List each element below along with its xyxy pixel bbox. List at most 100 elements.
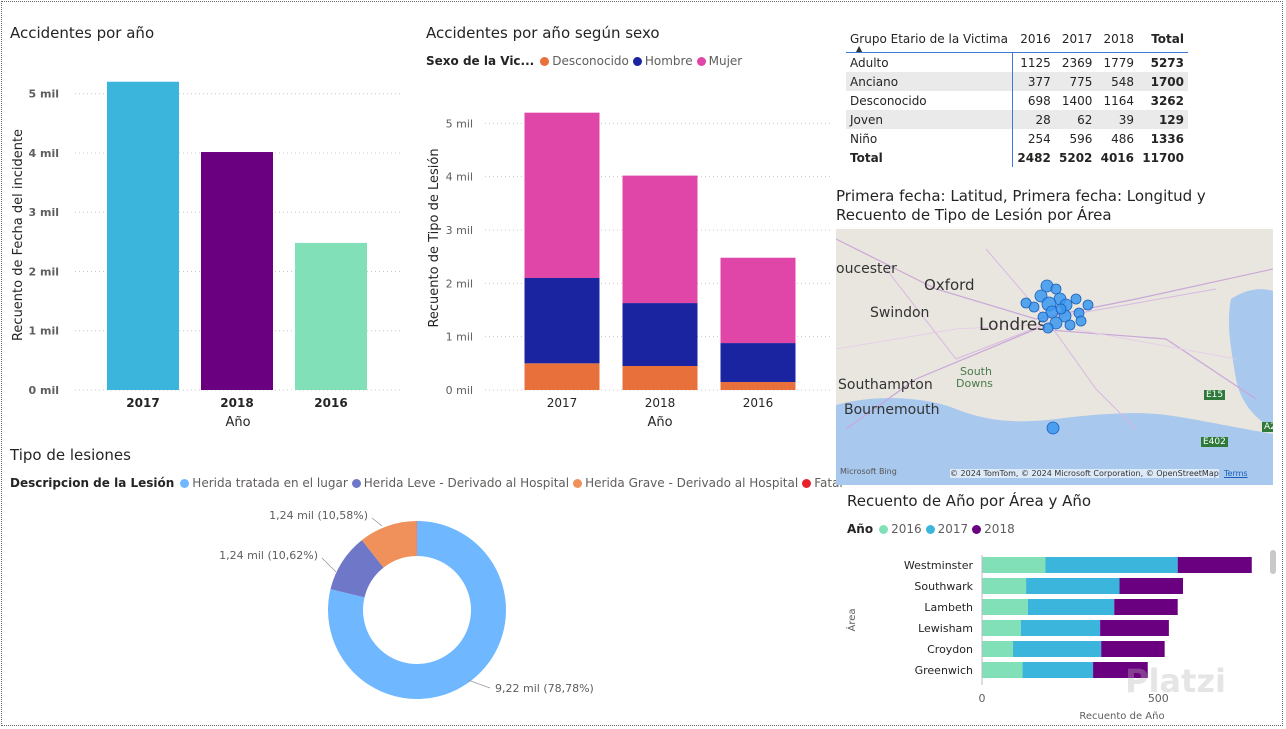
matrix-header-row: Grupo Etario de la Victima 2016 2017 201… bbox=[846, 30, 1188, 53]
x-tick-label: 2018 bbox=[645, 396, 676, 410]
bar-segment[interactable] bbox=[982, 662, 1023, 678]
legend-item-hombre[interactable]: Hombre bbox=[632, 54, 693, 68]
map-place-label: Bournemouth bbox=[844, 402, 940, 418]
leader-line bbox=[371, 517, 383, 527]
matrix-row: Anciano 377 775 548 1700 bbox=[846, 72, 1188, 91]
legend-item-fatal[interactable]: Fatal bbox=[802, 476, 843, 490]
bar-segment[interactable] bbox=[1013, 641, 1102, 657]
legend-item-herida-grave[interactable]: Herida Grave - Derivado al Hospital bbox=[573, 476, 798, 490]
bar-segment[interactable] bbox=[1114, 599, 1178, 615]
matrix-header[interactable]: 2018 bbox=[1096, 30, 1138, 53]
legend-dot-icon bbox=[696, 56, 706, 66]
matrix-cell: 1164 bbox=[1103, 93, 1134, 108]
bar-segment[interactable] bbox=[982, 578, 1027, 594]
hbar-scrollbar[interactable] bbox=[1270, 550, 1276, 574]
bar-segment[interactable] bbox=[720, 382, 796, 390]
legend-item-herida-lugar[interactable]: Herida tratada en el lugar bbox=[180, 476, 348, 490]
bar-segment[interactable] bbox=[1045, 557, 1178, 573]
legend-dot-icon bbox=[351, 478, 361, 488]
bar-segment[interactable] bbox=[982, 641, 1014, 657]
hbar-area-chart[interactable]: Westminster Southwark Lambeth Lewisham Croyd… bbox=[840, 545, 1270, 725]
bar-segment[interactable] bbox=[1026, 578, 1120, 594]
bar-segment[interactable] bbox=[1093, 662, 1148, 678]
bar-segment[interactable] bbox=[622, 175, 698, 304]
donut-slice[interactable] bbox=[361, 521, 417, 568]
map-attribution[interactable]: © 2024 TomTom, © 2024 Microsoft Corporat… bbox=[950, 469, 1219, 478]
y-tick-label: Croydon bbox=[927, 643, 973, 656]
bar-year-chart[interactable]: 0 mil 1 mil 2 mil 3 mil 4 mil 5 mil 2017 2018 20… bbox=[0, 50, 410, 440]
bar-segment[interactable] bbox=[982, 599, 1028, 615]
matrix-row: Adulto 1125 2369 1779 5273 bbox=[846, 52, 1188, 72]
map-bubbles[interactable] bbox=[836, 229, 1273, 485]
bar-segment[interactable] bbox=[982, 557, 1046, 573]
matrix-header[interactable]: Grupo Etario de la Victima bbox=[846, 30, 1013, 53]
matrix-cell: 11700 bbox=[1142, 150, 1184, 165]
legend-label: Desconocido bbox=[552, 54, 629, 68]
bar-segment[interactable] bbox=[524, 278, 600, 364]
y-tick-label: 3 mil bbox=[29, 206, 60, 219]
matrix-header[interactable]: 2017 bbox=[1054, 30, 1097, 53]
donut-chart[interactable]: 9,22 mil (78,78%) 1,24 mil (10,62%) 1,24 m… bbox=[200, 500, 640, 720]
leader-line bbox=[321, 557, 337, 573]
matrix-cell: 548 bbox=[1096, 72, 1138, 91]
legend-dot-icon bbox=[540, 56, 550, 66]
bing-logo: Microsoft Bing bbox=[840, 467, 897, 476]
bar-segment[interactable] bbox=[1177, 557, 1252, 573]
bar[interactable] bbox=[201, 152, 273, 390]
donut-slice[interactable] bbox=[330, 540, 384, 598]
y-tick-label: 0 mil bbox=[29, 384, 60, 397]
matrix-header[interactable]: 2016 bbox=[1012, 30, 1055, 53]
legend-dot-icon bbox=[925, 524, 935, 534]
bar-segment[interactable] bbox=[1100, 620, 1169, 636]
matrix-cell: 3262 bbox=[1150, 93, 1184, 108]
x-tick-label: 2017 bbox=[547, 396, 578, 410]
bar-segment[interactable] bbox=[622, 303, 698, 366]
bar-segment[interactable] bbox=[720, 257, 796, 344]
bar-segment[interactable] bbox=[1119, 578, 1183, 594]
donut-slice[interactable] bbox=[328, 521, 507, 699]
y-tick-label: 4 mil bbox=[29, 147, 60, 160]
bar-segment[interactable] bbox=[524, 112, 600, 279]
matrix-header[interactable]: Total bbox=[1138, 30, 1188, 53]
y-tick-label: 5 mil bbox=[29, 88, 60, 101]
legend-item-2018[interactable]: 2018 bbox=[972, 522, 1015, 536]
y-tick-label: 4 mil bbox=[446, 171, 473, 184]
matrix-cell: 254 bbox=[1027, 131, 1051, 146]
y-tick-label: 3 mil bbox=[446, 224, 473, 237]
stacked-sex-chart[interactable]: 0 mil 1 mil 2 mil 3 mil 4 mil 5 mil 2017 2018 20… bbox=[420, 90, 830, 440]
legend-label: 2017 bbox=[937, 522, 969, 536]
matrix-cell: 1779 bbox=[1103, 55, 1134, 70]
legend-item-herida-leve[interactable]: Herida Leve - Derivado al Hospital bbox=[351, 476, 569, 490]
sea-shape bbox=[836, 398, 1273, 485]
bar-segment[interactable] bbox=[1101, 641, 1165, 657]
bar-segment[interactable] bbox=[622, 366, 698, 390]
legend-dot-icon bbox=[802, 478, 812, 488]
map-terms-link[interactable]: Terms bbox=[1224, 469, 1248, 478]
legend-dot-icon bbox=[180, 478, 190, 488]
bar-segment[interactable] bbox=[524, 363, 600, 390]
legend-item-mujer[interactable]: Mujer bbox=[696, 54, 742, 68]
bar-segment[interactable] bbox=[1020, 620, 1101, 636]
matrix-cell: 2482 bbox=[1017, 150, 1051, 165]
map-visual[interactable]: oucester Oxford Swindon Londres Southamp… bbox=[836, 229, 1273, 485]
matrix-cell: 596 bbox=[1069, 131, 1093, 146]
matrix-cell: 1400 bbox=[1061, 93, 1093, 108]
bar-segment[interactable] bbox=[1022, 662, 1094, 678]
bar-segment[interactable] bbox=[1027, 599, 1115, 615]
bar-segment[interactable] bbox=[720, 343, 796, 382]
legend-item-desconocido[interactable]: Desconocido bbox=[540, 54, 629, 68]
x-tick-label: 2016 bbox=[314, 396, 347, 410]
bar[interactable] bbox=[295, 242, 367, 390]
map-place-label: Oxford bbox=[924, 276, 975, 294]
bar[interactable] bbox=[107, 81, 179, 390]
age-group-matrix[interactable]: Grupo Etario de la Victima 2016 2017 201… bbox=[846, 30, 1188, 167]
legend-dot-icon bbox=[879, 524, 889, 534]
legend-item-2017[interactable]: 2017 bbox=[925, 522, 969, 536]
matrix-row: Desconocido 698 1400 1164 3262 bbox=[846, 91, 1188, 110]
map-place-label: Swindon bbox=[870, 305, 930, 321]
hbar-title: Recuento de Año por Área y Año bbox=[847, 492, 1092, 510]
y-tick-label: Lewisham bbox=[918, 622, 973, 635]
legend-item-2016[interactable]: 2016 bbox=[879, 522, 922, 536]
bar-segment[interactable] bbox=[982, 620, 1021, 636]
